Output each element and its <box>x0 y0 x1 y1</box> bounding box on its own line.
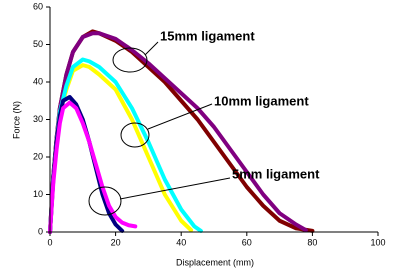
x-tick-label: 100 <box>370 237 385 247</box>
pointer <box>119 177 231 200</box>
x-axis-label: Displacement (mm) <box>176 257 254 267</box>
x-tick-label: 20 <box>111 237 121 247</box>
y-tick-label: 60 <box>33 1 43 11</box>
annotation: 10mm ligament <box>214 93 309 108</box>
series-line <box>48 100 138 234</box>
y-tick-label: 0 <box>38 226 43 236</box>
pointer <box>147 103 213 130</box>
x-tick-label: 80 <box>307 237 317 247</box>
ellipse <box>112 47 148 73</box>
annotation: 15mm ligament <box>160 28 255 43</box>
series-layer <box>48 29 315 234</box>
y-tick-label: 40 <box>33 76 43 86</box>
y-axis-label: Force (N) <box>11 101 21 139</box>
y-tick-label: 30 <box>33 114 43 124</box>
ellipse <box>88 186 122 216</box>
y-tick-label: 10 <box>33 189 43 199</box>
x-tick-label: 40 <box>176 237 186 247</box>
series-line <box>48 57 203 234</box>
annotation: 5mm ligament <box>232 166 320 181</box>
y-tick-label: 50 <box>33 39 43 49</box>
annotation-shapes <box>88 41 231 216</box>
pointer <box>144 41 159 56</box>
y-tick-label: 20 <box>33 151 43 161</box>
x-tick-label: 0 <box>47 237 52 247</box>
x-tick-label: 60 <box>242 237 252 247</box>
ellipse <box>120 122 150 148</box>
